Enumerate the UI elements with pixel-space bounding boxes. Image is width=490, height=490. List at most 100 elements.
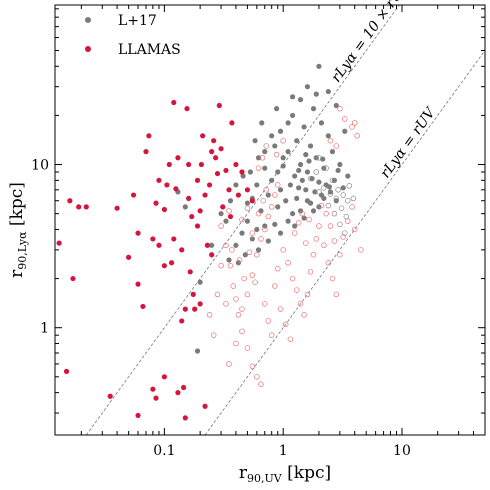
llamas-point (70, 275, 76, 282)
l17-point (255, 247, 262, 253)
llamas-open-point (280, 247, 286, 253)
llamas-open-point (274, 265, 281, 272)
l17-point (226, 257, 232, 263)
l17-point (277, 230, 284, 236)
l17-point (273, 106, 280, 112)
l17-point (325, 88, 331, 95)
llamas-open-point (268, 332, 275, 338)
l17-open-point (316, 155, 322, 161)
l17-open-point (343, 213, 350, 220)
l17-point (296, 167, 302, 174)
legend-label-l17: L+17 (118, 13, 157, 29)
l17-point (275, 169, 281, 175)
x-tick-label: 1 (279, 443, 288, 459)
llamas-open-point (345, 218, 351, 224)
l17-point (331, 177, 338, 183)
l17-point (252, 138, 258, 144)
llamas-open-point (255, 165, 262, 171)
llamas-open-point (249, 272, 256, 278)
l17-point (321, 195, 327, 202)
l17-point (297, 208, 304, 214)
llamas-open-point (289, 275, 296, 282)
llamas-point (182, 415, 188, 421)
reference-line (85, 4, 400, 436)
l17-point (335, 167, 341, 174)
llamas-open-point (244, 291, 251, 298)
x-tick-label: 10 (393, 443, 411, 459)
y-tick-label: 10 (31, 158, 49, 174)
llamas-open-point (333, 291, 340, 298)
legend-label-llamas: LLAMAS (118, 42, 181, 58)
l17-point (280, 163, 286, 169)
l17-point (329, 149, 336, 155)
llamas-open-point (226, 361, 232, 367)
l17-point (303, 152, 309, 158)
llamas-open-point (258, 381, 264, 388)
llamas-point (194, 223, 201, 229)
l17-point (294, 138, 300, 144)
llamas-point (135, 412, 141, 419)
l17-point (325, 133, 331, 139)
llamas-point (83, 204, 89, 210)
llamas-open-point (318, 202, 325, 209)
l17-point (285, 149, 291, 155)
llamas-open-point (218, 262, 224, 269)
llamas-point (189, 213, 195, 220)
llamas-open-point (287, 336, 294, 342)
llamas-point (168, 260, 175, 266)
llamas-open-point (274, 182, 281, 188)
l17-point (301, 124, 307, 130)
llamas-open-point (233, 340, 239, 347)
llamas-open-point (313, 236, 320, 242)
llamas-point (200, 133, 206, 139)
llamas-open-point (265, 318, 272, 324)
llamas-open-point (252, 279, 258, 285)
l17-point (289, 211, 296, 217)
llamas-open-point (342, 116, 348, 122)
l17-open-point (346, 183, 353, 189)
y-axis-label: r90,Lyα [kpc] (7, 182, 29, 278)
llamas-point (223, 167, 229, 174)
llamas-point (229, 120, 235, 126)
llamas-open-point (310, 251, 317, 258)
llamas-point (135, 230, 141, 236)
llamas-open-point (340, 234, 346, 240)
l17-point (301, 215, 307, 221)
llamas-point (211, 138, 217, 144)
llamas-point (76, 204, 82, 210)
axes: 0.1 1 10 1 10 (31, 5, 486, 459)
llamas-open-point (263, 187, 269, 193)
llamas-open-point (354, 133, 360, 139)
llamas-open-point (337, 251, 343, 258)
llamas-open-point (244, 345, 251, 351)
llamas-point (56, 240, 62, 246)
llamas-point (180, 384, 187, 391)
llamas-open-point (351, 226, 358, 233)
l17-point (296, 185, 302, 191)
llamas-open-point (230, 283, 237, 289)
l17-point (235, 260, 242, 266)
llamas-point (192, 306, 198, 312)
l17-point (262, 165, 268, 171)
llamas-open-point (293, 287, 300, 293)
l17-open-point (323, 165, 329, 171)
llamas-open-point (244, 205, 251, 211)
llamas-point (130, 192, 137, 198)
llamas-open-point (316, 223, 322, 229)
llamas-open-point (226, 208, 232, 214)
l17-open-point (307, 175, 314, 182)
llamas-open-point (304, 291, 311, 298)
l17-open-point (316, 189, 322, 195)
llamas-open-point (321, 242, 327, 249)
l17-point (310, 208, 317, 214)
llamas-open-point (263, 143, 269, 149)
llamas-open-point (262, 226, 268, 233)
l17-point (333, 102, 339, 109)
llamas-open-point (325, 260, 332, 266)
llamas-open-point (218, 223, 224, 229)
llamas-point (206, 182, 213, 188)
llamas-point (143, 149, 149, 155)
llamas-point (187, 269, 193, 275)
llamas-point (197, 301, 203, 307)
